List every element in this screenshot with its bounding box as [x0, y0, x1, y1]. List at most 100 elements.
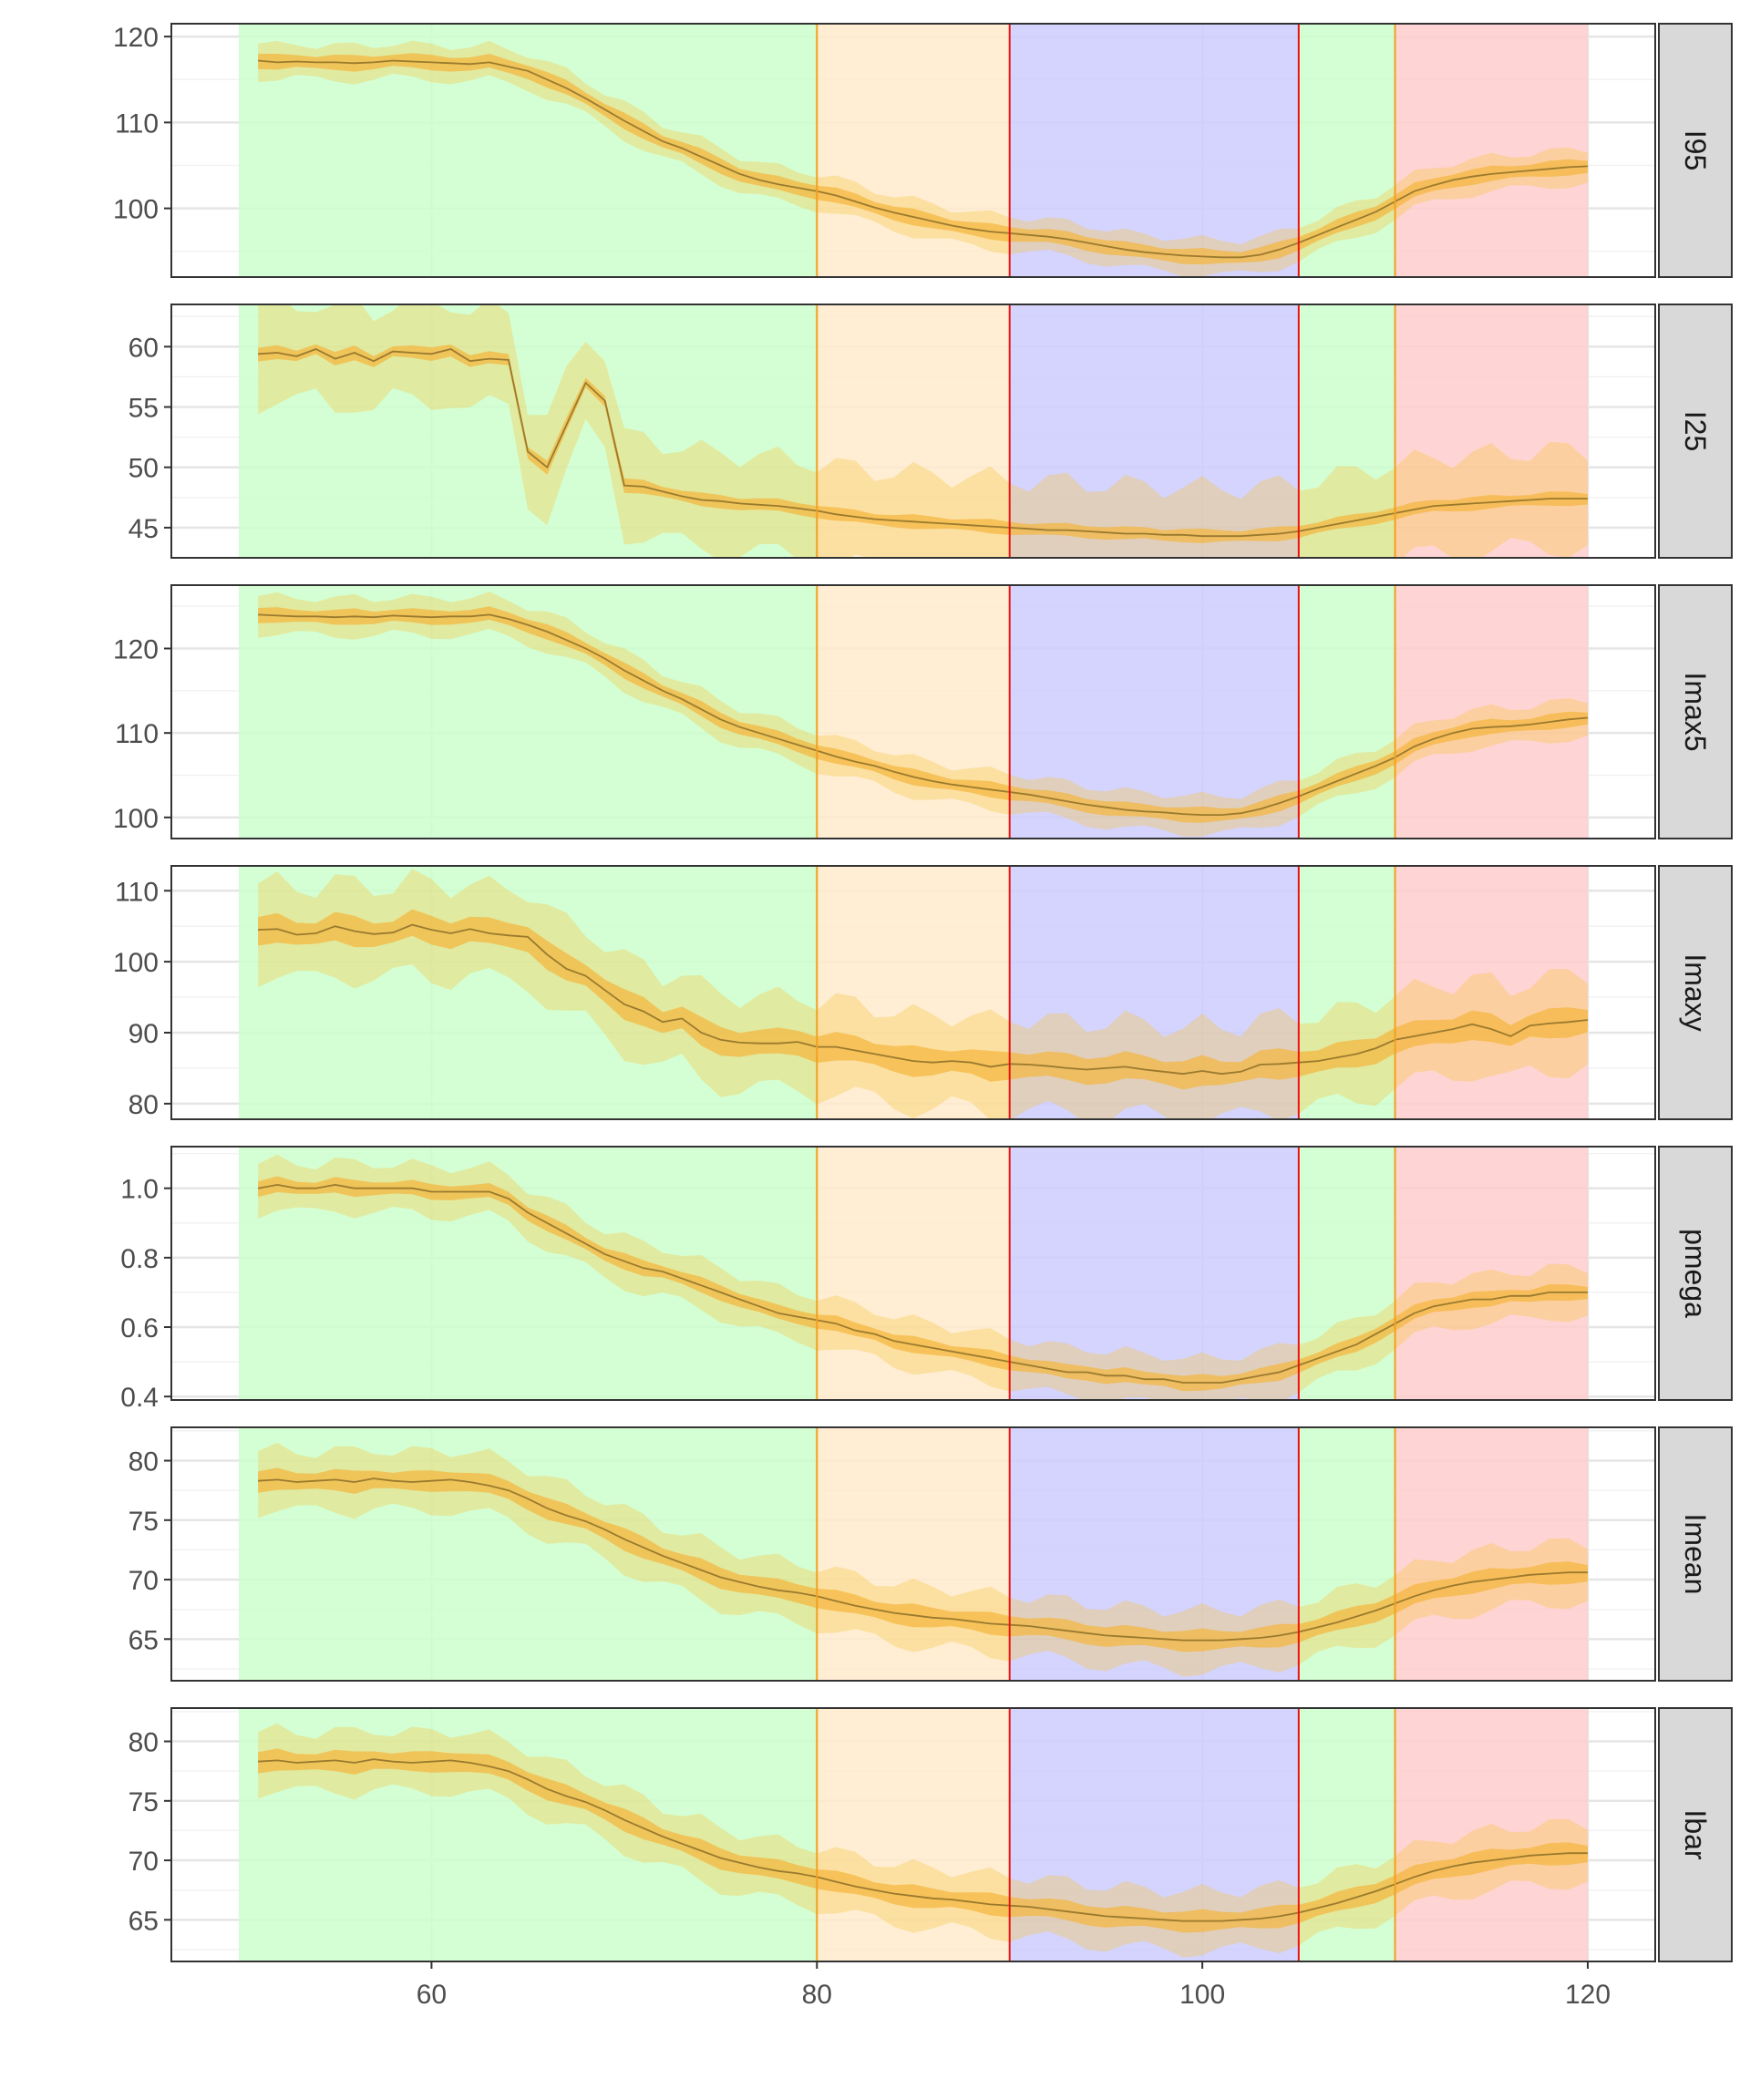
y-tick-label: 65	[129, 1625, 159, 1655]
facet-strip	[1658, 304, 1733, 559]
panel-border	[170, 1426, 1656, 1682]
y-tick-label: 80	[129, 1090, 159, 1120]
y-tick-label: 75	[129, 1787, 159, 1817]
facet-strip	[1658, 865, 1733, 1120]
y-tick-label: 100	[113, 948, 159, 978]
y-tick-label: 75	[129, 1507, 159, 1537]
region-band	[1298, 1708, 1395, 1961]
series-line	[258, 1477, 1588, 1642]
y-tick-label: 50	[129, 454, 159, 484]
series-line	[258, 613, 1589, 816]
panel-border	[170, 584, 1656, 839]
x-axis: 60 80 100 120	[417, 1961, 1611, 2010]
outer-interval-band	[258, 1442, 1589, 1677]
facet-strip	[1658, 1146, 1733, 1401]
facet-strip-label: Imean	[1679, 1514, 1712, 1595]
y-tick-label: 70	[129, 1566, 159, 1596]
facet-panel-imax5: 100 110 120 Imax5	[113, 584, 1733, 839]
region-band	[1395, 585, 1588, 839]
panel-plot-area	[171, 24, 1655, 277]
y-tick-label: 80	[129, 1728, 159, 1758]
panel-plot-area	[171, 304, 1655, 558]
y-tick-label: 120	[113, 635, 159, 665]
panel-border	[170, 865, 1656, 1120]
inner-interval-band	[258, 53, 1589, 265]
region-band	[817, 1427, 1010, 1681]
region-band	[1395, 1708, 1588, 1961]
facet-strip	[1658, 584, 1733, 839]
region-band	[1298, 1427, 1395, 1681]
outer-interval-band	[258, 1723, 1589, 1958]
inner-interval-band	[258, 1467, 1589, 1652]
facet-panel-ibar: 65 70 75 80 Ibar	[129, 1707, 1733, 1962]
series-line	[258, 1758, 1588, 1922]
y-tick-label: 70	[129, 1847, 159, 1877]
y-tick-label: 120	[113, 23, 159, 53]
region-band	[1395, 24, 1588, 277]
facet-panel-pmega: 0.4 0.6 0.8 1.0 pmega	[120, 1146, 1733, 1413]
facet-strip-label: Imaxy	[1679, 953, 1712, 1031]
series-line	[257, 1183, 1588, 1384]
region-band	[239, 304, 818, 558]
region-band	[1395, 866, 1588, 1119]
y-tick-label: 65	[129, 1906, 159, 1936]
y-tick-label: 90	[129, 1019, 159, 1049]
y-tick-label: 110	[115, 719, 159, 749]
outer-interval-band	[258, 304, 1588, 558]
x-tick-label: 80	[802, 1980, 832, 2010]
facet-strip	[1658, 1426, 1733, 1682]
region-band	[817, 866, 1010, 1119]
panel-plot-area	[171, 1147, 1655, 1400]
panel-plot-area	[171, 1708, 1655, 1961]
y-tick-label: 55	[129, 394, 159, 424]
region-band	[1395, 1147, 1588, 1400]
region-band	[1298, 866, 1395, 1119]
x-tick-label: 120	[1565, 1980, 1611, 2010]
y-tick-label: 0.4	[120, 1383, 159, 1413]
y-tick-label: 60	[129, 333, 159, 363]
series-line	[258, 923, 1589, 1076]
facet-strip-label: I25	[1679, 411, 1712, 451]
panel-plot-area	[171, 585, 1655, 839]
facet-strip	[1658, 1707, 1733, 1962]
region-band	[1009, 304, 1299, 558]
facet-strip-label: pmega	[1679, 1229, 1712, 1318]
region-band	[1395, 1427, 1588, 1681]
inner-interval-band	[258, 1176, 1589, 1392]
y-tick-label: 110	[115, 877, 159, 907]
region-band	[1298, 585, 1395, 839]
panel-plot-area	[171, 866, 1655, 1119]
series-line	[258, 59, 1589, 259]
panel-plot-area	[171, 1427, 1655, 1681]
x-tick-label: 60	[417, 1980, 447, 2010]
panel-border	[170, 23, 1656, 278]
y-tick-label: 1.0	[120, 1175, 159, 1205]
x-tick-label: 100	[1179, 1980, 1225, 2010]
facet-strip-label: Ibar	[1679, 1809, 1712, 1859]
y-tick-label: 0.6	[120, 1313, 159, 1343]
facet-strip-label: I95	[1679, 130, 1712, 170]
y-tick-label: 110	[115, 108, 159, 139]
y-tick-label: 80	[129, 1447, 159, 1477]
region-band	[1395, 304, 1588, 558]
series-line	[258, 348, 1588, 538]
y-tick-label: 0.8	[120, 1244, 159, 1274]
facets-layer: 100 110 120 I95 45 50 55 60 I25 100 110 120 Imax5 80 9…	[113, 23, 1733, 1962]
region-band	[817, 1708, 1010, 1961]
region-band	[817, 585, 1010, 839]
panel-border	[170, 1707, 1656, 1962]
inner-interval-band	[258, 1748, 1589, 1933]
facet-strip	[1658, 23, 1733, 278]
facet-strip-label: Imax5	[1679, 672, 1712, 751]
y-tick-label: 100	[113, 195, 159, 225]
region-band	[239, 866, 818, 1119]
y-tick-label: 45	[129, 514, 159, 544]
inner-interval-band	[258, 909, 1589, 1090]
region-band	[1009, 1147, 1299, 1400]
facet-panel-imaxy: 80 90 100 110 Imaxy	[113, 865, 1733, 1120]
facet-panel-i95: 100 110 120 I95	[113, 23, 1733, 278]
panel-border	[170, 304, 1656, 559]
facet-panel-imean: 65 70 75 80 Imean	[129, 1426, 1733, 1682]
y-tick-label: 100	[113, 804, 159, 834]
